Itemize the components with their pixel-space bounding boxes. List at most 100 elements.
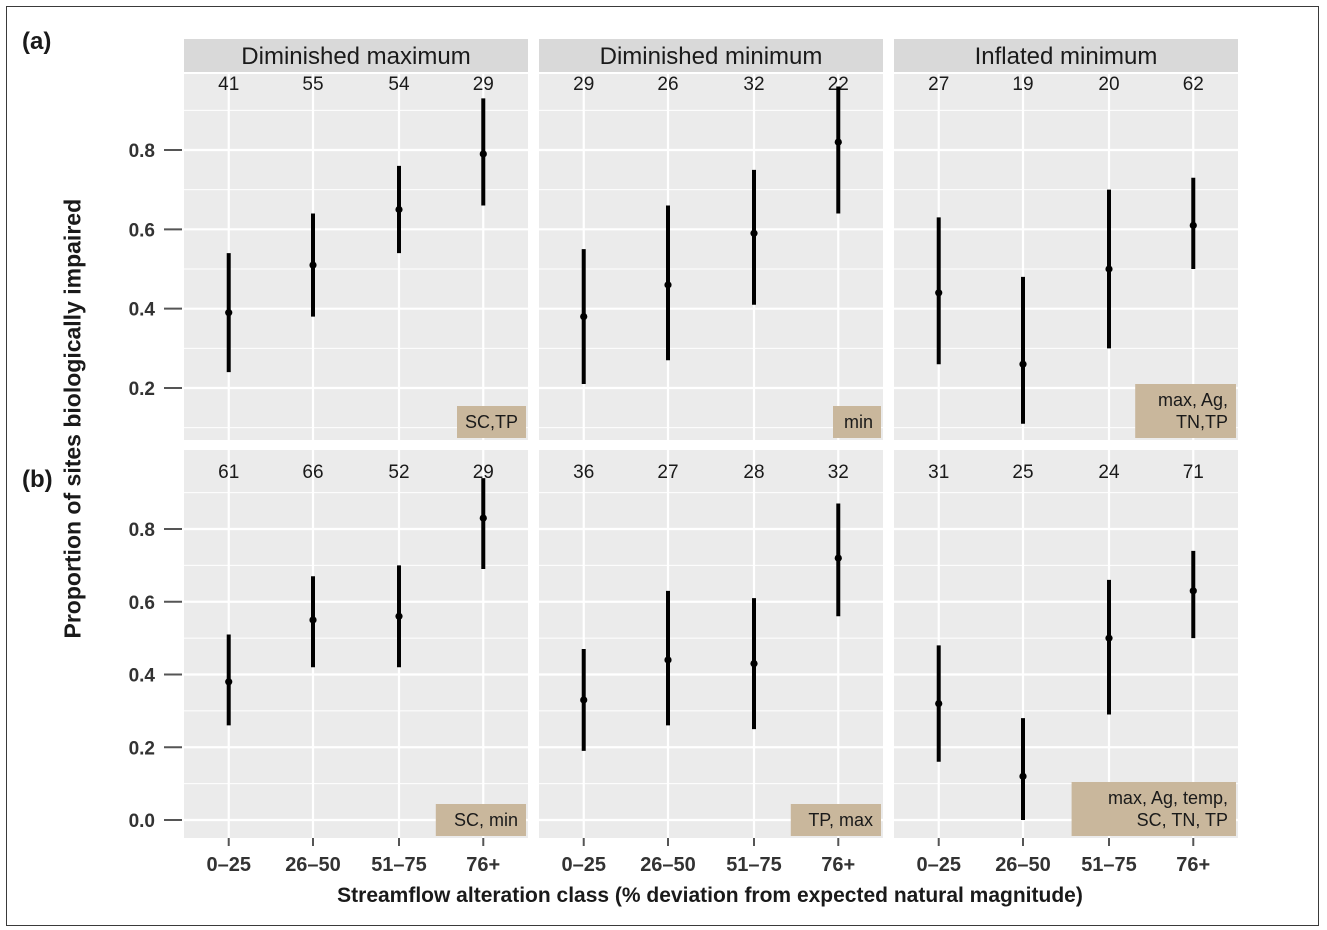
facet-title: Inflated minimum [975, 43, 1158, 70]
y-tick-label: 0.2 [129, 379, 155, 400]
data-point [1019, 772, 1027, 780]
data-point [935, 289, 943, 297]
sample-size-label: 32 [743, 74, 764, 95]
data-point [834, 138, 842, 146]
data-point [750, 659, 758, 668]
x-tick-label: 76+ [1176, 854, 1210, 876]
x-axis-label: Streamflow alteration class (% deviation… [337, 884, 1083, 907]
note-box [457, 406, 526, 438]
sample-size-label: 22 [828, 74, 849, 95]
note-box [1135, 384, 1236, 438]
note-text: SC, min [454, 810, 518, 830]
row-b-label: (b) [22, 466, 53, 493]
sample-size-label: 66 [302, 462, 323, 483]
sample-size-label: 41 [218, 74, 239, 95]
sample-size-label: 36 [573, 462, 594, 483]
figure-frame [6, 6, 1319, 926]
data-point [479, 150, 487, 158]
sample-size-label: 61 [218, 462, 239, 483]
data-point [750, 229, 758, 237]
note-text: SC,TP [465, 412, 518, 432]
data-point [395, 205, 403, 214]
data-point [1189, 221, 1197, 229]
facet-strip [894, 39, 1238, 72]
data-point [309, 261, 317, 269]
note-text: max, Ag, temp, [1108, 788, 1228, 808]
sample-size-label: 24 [1098, 462, 1120, 483]
note-text: max, Ag, [1158, 390, 1228, 410]
panel-background [184, 450, 528, 838]
sample-size-label: 54 [388, 74, 410, 95]
facet-strip [184, 39, 528, 72]
data-point [935, 700, 943, 708]
sample-size-label: 28 [743, 462, 764, 483]
note-box [790, 804, 881, 836]
sample-size-label: 29 [473, 74, 494, 95]
data-point [1189, 587, 1197, 595]
sample-size-label: 25 [1012, 462, 1033, 483]
facet-title: Diminished minimum [600, 43, 823, 70]
y-tick-label: 0.4 [129, 300, 156, 321]
facet-title: Diminished maximum [241, 43, 470, 70]
panel-background [894, 74, 1238, 440]
sample-size-label: 71 [1183, 462, 1204, 483]
sample-size-label: 20 [1098, 74, 1119, 95]
sample-size-label: 27 [928, 74, 949, 95]
data-point [664, 281, 672, 289]
note-box [435, 804, 526, 836]
data-point [225, 309, 233, 317]
row-a-label: (a) [22, 28, 52, 55]
x-tick-label: 26–50 [995, 854, 1051, 876]
sample-size-label: 29 [473, 462, 494, 483]
sample-size-label: 19 [1012, 74, 1033, 95]
y-tick-label: 0.0 [129, 811, 155, 832]
sample-size-label: 29 [573, 74, 594, 95]
data-point [580, 313, 588, 321]
note-box [833, 406, 881, 438]
y-tick-label: 0.4 [129, 666, 156, 687]
data-point [395, 612, 403, 620]
data-point [834, 554, 842, 562]
data-point [225, 678, 233, 686]
sample-size-label: 31 [928, 462, 949, 483]
x-tick-label: 0–25 [206, 854, 251, 876]
x-tick-label: 51–75 [371, 854, 427, 876]
y-tick-label: 0.6 [129, 593, 155, 614]
y-tick-label: 0.8 [129, 141, 155, 162]
data-point [479, 514, 487, 522]
x-tick-label: 51–75 [726, 854, 782, 876]
x-tick-label: 26–50 [285, 854, 341, 876]
data-point [664, 656, 672, 664]
panel-background [894, 450, 1238, 838]
data-point [1019, 360, 1027, 368]
sample-size-label: 27 [657, 462, 678, 483]
facet-strip [539, 39, 883, 72]
x-tick-label: 26–50 [640, 854, 696, 876]
sample-size-label: 52 [388, 462, 409, 483]
note-box [1071, 782, 1236, 836]
note-text: min [844, 412, 873, 432]
sample-size-label: 32 [828, 462, 849, 483]
x-tick-label: 0–25 [561, 854, 606, 876]
data-point [580, 696, 588, 704]
note-text: TN,TP [1176, 412, 1228, 432]
note-text: TP, max [808, 810, 873, 830]
note-text: SC, TN, TP [1137, 810, 1228, 830]
sample-size-label: 55 [302, 74, 323, 95]
data-point [309, 616, 317, 624]
panel-background [184, 74, 528, 440]
panel-background [539, 74, 883, 440]
x-tick-label: 76+ [466, 854, 500, 876]
data-point [1105, 634, 1113, 642]
y-tick-label: 0.8 [129, 520, 155, 541]
y-tick-label: 0.6 [129, 220, 155, 241]
data-point [1105, 265, 1113, 273]
x-tick-label: 0–25 [916, 854, 961, 876]
sample-size-label: 26 [657, 74, 678, 95]
panel-background [539, 450, 883, 838]
sample-size-label: 62 [1183, 74, 1204, 95]
y-tick-label: 0.2 [129, 738, 155, 759]
x-tick-label: 51–75 [1081, 854, 1137, 876]
x-tick-label: 76+ [821, 854, 855, 876]
